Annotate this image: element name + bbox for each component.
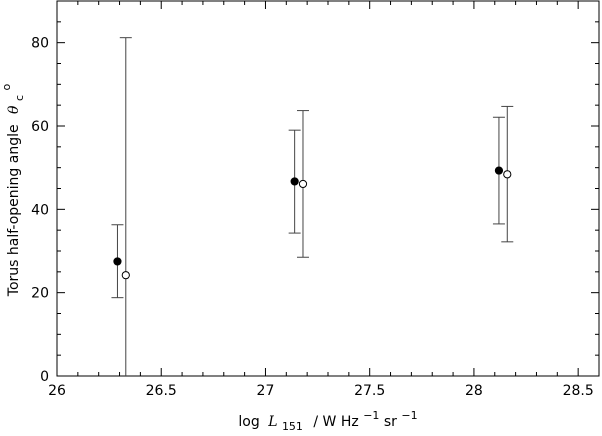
y-tick-label: 80	[31, 36, 49, 52]
x-tick-label: 26	[48, 383, 66, 399]
x-axis-label-unit-b-sup: −1	[401, 409, 417, 422]
data-points	[113, 166, 512, 280]
y-axis-label-theta: θ	[6, 105, 22, 114]
x-axis-label: log L 151 / W Hz −1 sr −1	[238, 407, 417, 434]
x-axis-label-unit-a-sup: −1	[363, 409, 379, 422]
y-tick-label: 20	[31, 286, 49, 302]
x-axis-label-l-sub: 151	[282, 420, 303, 433]
y-tick-label: 60	[31, 119, 49, 135]
open-point	[121, 271, 130, 280]
axis-ticks: 26 26.5 27 27.5 28 28.5 0 20 40 60 80	[31, 0, 600, 399]
open-point	[298, 179, 308, 189]
x-axis-label-unit-b: sr	[384, 414, 397, 430]
x-tick-label: 26.5	[146, 383, 177, 399]
x-tick-label: 27.5	[354, 383, 385, 399]
x-axis-label-log: log	[238, 414, 259, 430]
error-bar	[119, 37, 132, 376]
plot-frame	[56, 0, 600, 377]
x-tick-label: 27	[257, 383, 275, 399]
x-axis-label-unit-a: / W Hz	[313, 414, 358, 430]
filled-point	[290, 177, 299, 186]
open-point	[503, 170, 512, 179]
filled-point	[113, 257, 122, 266]
y-tick-label: 0	[40, 369, 49, 385]
y-axis-label: Torus half-opening angle θ c o	[0, 84, 27, 298]
x-tick-label: 28	[465, 383, 483, 399]
y-axis-label-theta-sub: c	[13, 95, 26, 101]
x-axis-label-l: L	[267, 414, 277, 430]
x-tick-label: 28.5	[563, 383, 594, 399]
y-tick-label: 40	[31, 202, 49, 218]
y-axis-label-theta-sup: o	[0, 84, 13, 91]
filled-point	[494, 166, 504, 175]
y-axis-label-text: Torus half-opening angle	[6, 124, 22, 297]
error-bars	[111, 37, 514, 376]
